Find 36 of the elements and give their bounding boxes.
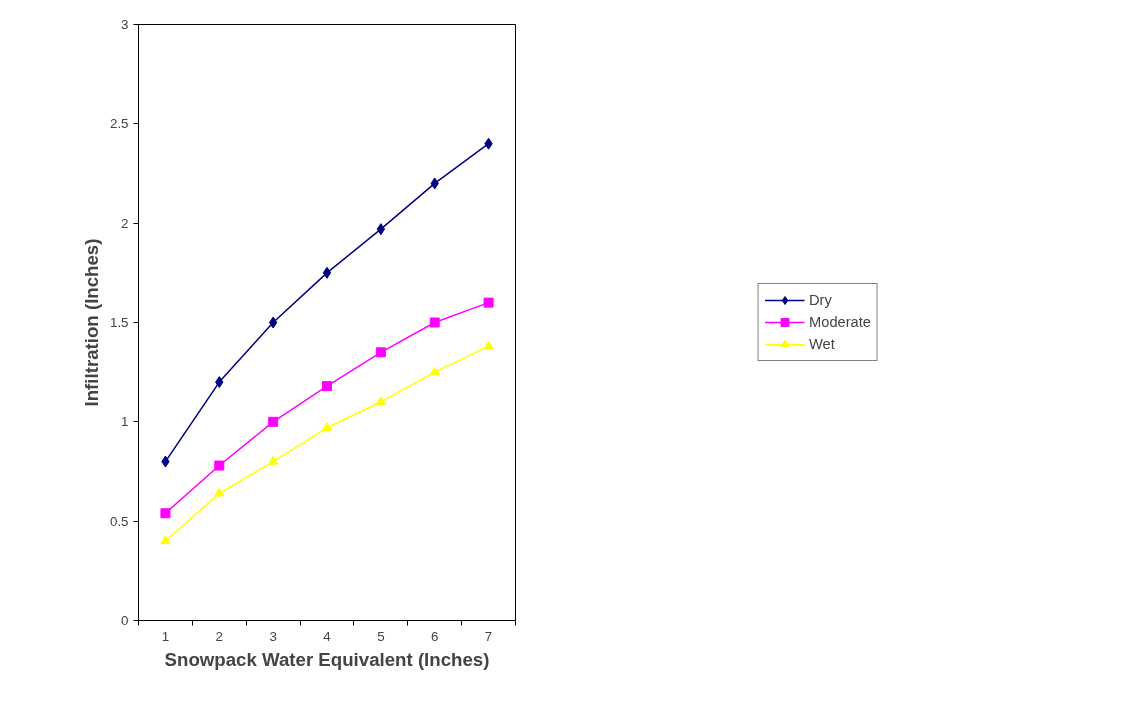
point	[160, 508, 171, 519]
x-tick-label: 5	[377, 628, 385, 644]
y-axis-title: Infiltration (Inches)	[80, 238, 102, 407]
x-tick-label: 6	[431, 628, 439, 644]
point	[322, 381, 332, 392]
point	[268, 455, 279, 465]
y-tick-label: 3	[121, 17, 129, 32]
x-tick-label: 7	[484, 628, 493, 644]
legend-label: Moderate	[809, 314, 871, 330]
x-tick-label: 4	[323, 628, 332, 644]
point	[376, 223, 386, 236]
x-tick-label: 2	[215, 628, 223, 644]
x-axis-title: Snowpack Water Equivalent (Inches)	[164, 648, 490, 670]
point	[483, 340, 494, 350]
x-tick-label: 1	[161, 628, 170, 644]
legend-label: Wet	[809, 336, 835, 352]
point	[375, 347, 386, 358]
y-tick-label: 0.5	[109, 513, 129, 529]
point	[214, 487, 225, 497]
y-tick-label: 1.5	[109, 315, 129, 330]
legend-label: Dry	[809, 292, 832, 308]
point	[429, 317, 440, 328]
point	[429, 366, 440, 376]
point	[322, 422, 332, 431]
point	[214, 460, 225, 471]
y-tick-label: 0	[121, 613, 129, 628]
point	[375, 396, 386, 406]
y-tick-label: 2	[121, 215, 129, 231]
point	[322, 266, 332, 279]
point	[483, 297, 494, 308]
y-tick-label: 1	[121, 414, 129, 430]
point	[160, 535, 171, 545]
point	[268, 316, 278, 329]
x-tick-label: 3	[269, 628, 277, 644]
y-tick-label: 2.5	[109, 116, 129, 132]
point	[268, 416, 279, 427]
